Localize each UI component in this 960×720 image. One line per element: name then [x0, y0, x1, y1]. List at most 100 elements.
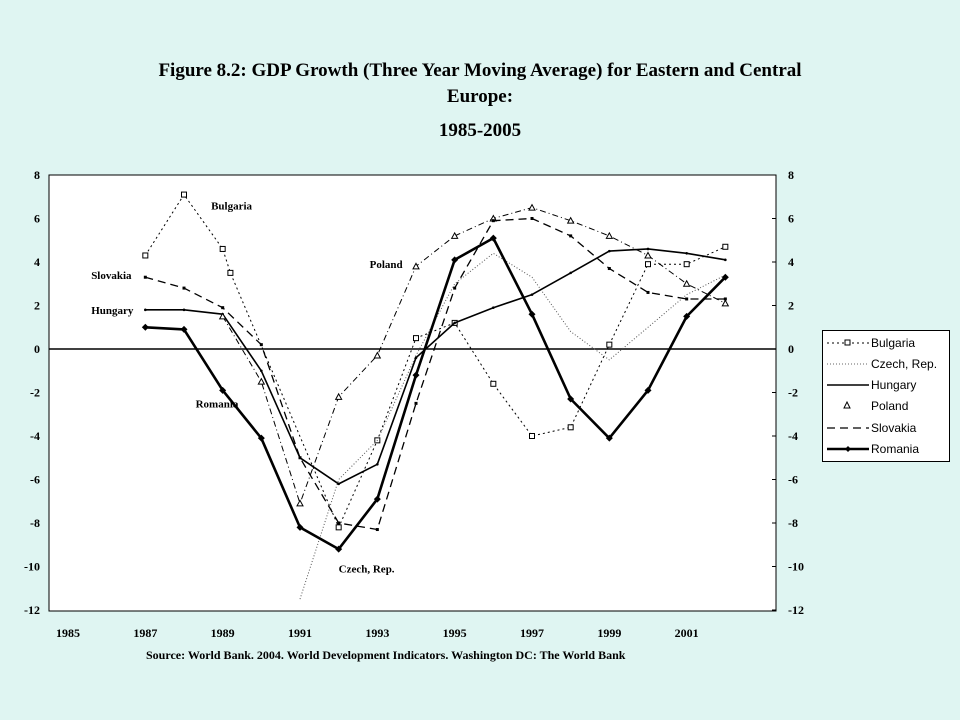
data-point: [566, 216, 575, 224]
series-line: [145, 248, 726, 485]
x-tick-label: 1999: [597, 626, 621, 640]
data-point: [335, 545, 343, 553]
legend-item-slovakia: Slovakia: [823, 418, 951, 439]
data-point: [450, 231, 459, 239]
data-point: [607, 267, 611, 271]
legend-swatch-czech: [827, 363, 869, 365]
data-point: [724, 258, 727, 262]
data-point: [296, 499, 304, 507]
data-point: [259, 343, 263, 347]
data-point: [721, 273, 729, 281]
data-point: [337, 482, 340, 486]
data-point: [451, 256, 459, 264]
data-point: [260, 369, 263, 373]
annotation-label: Bulgaria: [211, 200, 252, 212]
y-tick-label-left: -10: [24, 560, 40, 574]
data-point: [373, 495, 381, 503]
series-lines: [141, 191, 730, 600]
y-tick-label-left: 8: [34, 168, 40, 182]
series-line: [145, 217, 726, 531]
data-point: [298, 456, 302, 460]
data-point: [181, 191, 187, 198]
legend-swatch-slovakia: [827, 427, 869, 429]
source-note: Source: World Bank. 2004. World Developm…: [146, 648, 626, 662]
y-tick-label-right: -2: [788, 386, 798, 400]
data-point: [722, 243, 729, 250]
annotation-label: Poland: [370, 259, 403, 271]
annotation-label: Romania: [196, 398, 239, 410]
series-hungary: [144, 247, 727, 486]
y-tick-label-left: -6: [30, 473, 40, 487]
series-slovakia: [143, 217, 727, 532]
data-point: [683, 261, 690, 268]
legend-swatch-poland: [843, 400, 851, 409]
data-point: [219, 386, 227, 394]
data-point: [337, 521, 341, 525]
x-tick-label: 1991: [288, 626, 312, 640]
data-point: [257, 434, 265, 442]
y-tick-label-left: 0: [34, 342, 40, 356]
data-point: [646, 247, 650, 251]
x-tick-label: 1995: [443, 626, 467, 640]
x-tick-label: 1997: [520, 626, 544, 640]
data-point: [491, 219, 495, 223]
data-point: [685, 252, 688, 255]
data-point: [453, 286, 457, 290]
data-point: [414, 356, 418, 360]
data-point: [608, 249, 611, 253]
data-point: [644, 251, 652, 259]
data-point: [606, 341, 613, 348]
legend-item-romania: Romania: [823, 439, 951, 460]
series-romania: [141, 234, 729, 553]
plot-area: [48, 174, 777, 612]
data-point: [529, 433, 535, 439]
legend-label-bulgaria: Bulgaria: [871, 336, 916, 350]
data-point: [530, 293, 534, 296]
y-tick-label-left: 4: [34, 255, 40, 269]
legend-swatch-romania: [827, 446, 869, 452]
data-point: [567, 395, 575, 403]
legend-swatch-hungary: [827, 384, 869, 386]
x-tick-label: 1985: [56, 626, 80, 640]
series-poland: [218, 203, 730, 507]
chart-title: Figure 8.2: GDP Growth (Three Year Movin…: [0, 58, 960, 144]
y-tick-label-left: 2: [34, 299, 40, 313]
data-point: [412, 371, 420, 379]
data-point: [376, 462, 379, 466]
legend-item-czech: Czech, Rep.: [823, 354, 951, 375]
y-tick-label-right: -6: [788, 473, 798, 487]
data-point: [645, 261, 651, 268]
data-point: [227, 269, 234, 276]
legend-item-poland: Poland: [823, 396, 951, 417]
data-point: [296, 523, 304, 531]
legend-item-hungary: Hungary: [823, 375, 951, 396]
legend-label-czech: Czech, Rep.: [871, 357, 938, 371]
legend-swatch-bulgaria: [827, 339, 869, 346]
data-point: [257, 377, 266, 385]
y-tick-label-right: -4: [788, 429, 798, 443]
data-point: [682, 279, 691, 287]
data-point: [605, 231, 614, 239]
data-point: [373, 351, 382, 359]
data-point: [723, 297, 727, 301]
series-czech-rep: [299, 252, 726, 600]
y-tick-label-right: 2: [788, 299, 794, 313]
x-tick-label: 1993: [365, 626, 389, 640]
data-point: [569, 271, 572, 275]
y-tick-label-left: -8: [30, 516, 40, 530]
data-point: [218, 312, 227, 320]
series-line: [299, 252, 726, 600]
data-point: [646, 290, 650, 294]
data-point: [375, 528, 379, 532]
data-point: [492, 306, 495, 309]
data-point: [721, 299, 730, 307]
data-point: [567, 424, 574, 431]
data-point: [141, 323, 149, 331]
data-point: [219, 245, 226, 252]
data-point: [490, 380, 497, 387]
legend-label-slovakia: Slovakia: [871, 421, 917, 435]
y-tick-label-right: -12: [788, 603, 804, 617]
axis-ticks: 8 8 6 6 4 4 2 2 0 0 -2 -2 -4 -4 -6 -6 -8 -8 -10 -10 -12 -12 19…: [24, 168, 804, 640]
y-tick-label-left: -2: [30, 386, 40, 400]
